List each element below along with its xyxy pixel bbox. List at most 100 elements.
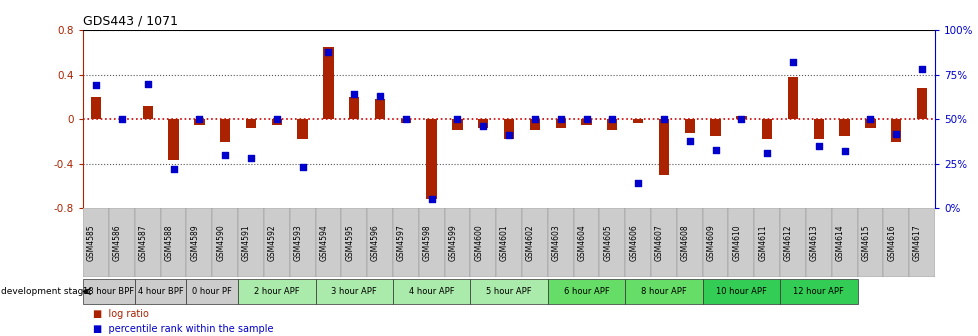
Text: GSM4598: GSM4598 — [422, 224, 431, 261]
Text: GSM4590: GSM4590 — [216, 224, 225, 261]
Text: 12 hour APF: 12 hour APF — [792, 287, 843, 296]
Bar — [375, 99, 384, 119]
Text: GSM4605: GSM4605 — [602, 224, 611, 261]
Bar — [890, 119, 901, 141]
Bar — [813, 119, 823, 139]
Bar — [710, 119, 720, 136]
Bar — [650, 208, 676, 277]
Text: GSM4616: GSM4616 — [886, 224, 895, 261]
Point — [578, 117, 594, 122]
Bar — [315, 208, 341, 277]
Text: GSM4602: GSM4602 — [525, 224, 534, 261]
Bar — [143, 106, 153, 119]
Point — [372, 93, 387, 99]
Point — [759, 151, 775, 156]
Bar — [477, 119, 488, 128]
Text: GSM4594: GSM4594 — [319, 224, 328, 261]
Text: GSM4601: GSM4601 — [500, 224, 509, 261]
Text: ■  log ratio: ■ log ratio — [93, 309, 149, 319]
Bar — [212, 208, 238, 277]
Bar — [426, 119, 436, 200]
Bar — [349, 97, 359, 119]
Text: GSM4591: GSM4591 — [242, 224, 250, 261]
Bar — [238, 208, 264, 277]
Bar — [496, 208, 521, 277]
Bar — [419, 208, 444, 277]
Text: 0 hour PF: 0 hour PF — [192, 287, 232, 296]
Bar — [400, 119, 411, 123]
Bar — [392, 279, 469, 304]
Bar — [341, 208, 367, 277]
Bar — [469, 279, 548, 304]
Bar — [238, 279, 315, 304]
Text: GSM4606: GSM4606 — [629, 224, 638, 261]
Text: GSM4609: GSM4609 — [706, 224, 715, 261]
Text: GSM4617: GSM4617 — [912, 224, 921, 261]
Bar — [220, 119, 230, 141]
Bar — [658, 119, 668, 175]
Text: ■  percentile rank within the sample: ■ percentile rank within the sample — [93, 324, 273, 334]
Point — [784, 59, 800, 65]
Text: GSM4610: GSM4610 — [732, 224, 740, 261]
Point — [88, 83, 104, 88]
Point — [682, 138, 697, 143]
Point — [165, 166, 181, 172]
Text: GSM4608: GSM4608 — [680, 224, 689, 261]
Bar — [805, 208, 831, 277]
Text: development stage: development stage — [1, 287, 89, 296]
Text: 5 hour APF: 5 hour APF — [486, 287, 531, 296]
Bar — [735, 116, 746, 119]
Text: GSM4611: GSM4611 — [757, 224, 767, 261]
Text: GSM4613: GSM4613 — [809, 224, 818, 261]
Text: GSM4604: GSM4604 — [577, 224, 586, 261]
Point — [836, 149, 852, 154]
Bar — [444, 208, 469, 277]
Bar — [728, 208, 753, 277]
Bar — [264, 208, 289, 277]
Bar — [83, 208, 109, 277]
Point — [733, 117, 748, 122]
Text: GSM4603: GSM4603 — [552, 224, 560, 261]
Bar — [606, 119, 617, 130]
Bar — [452, 119, 463, 130]
Bar — [838, 119, 849, 136]
Bar — [297, 119, 307, 139]
Text: GSM4607: GSM4607 — [654, 224, 663, 261]
Text: 18 hour BPF: 18 hour BPF — [83, 287, 134, 296]
Bar — [315, 279, 392, 304]
Text: GSM4585: GSM4585 — [87, 224, 96, 261]
Text: GDS443 / 1071: GDS443 / 1071 — [83, 15, 178, 28]
Bar — [909, 208, 934, 277]
Point — [423, 197, 439, 202]
Point — [553, 117, 568, 122]
Point — [475, 124, 491, 129]
Bar — [91, 97, 101, 119]
Bar — [323, 47, 333, 119]
Point — [655, 117, 671, 122]
Point — [449, 117, 465, 122]
Bar — [599, 208, 625, 277]
Text: GSM4596: GSM4596 — [371, 224, 379, 261]
Text: GSM4600: GSM4600 — [473, 224, 483, 261]
Text: GSM4595: GSM4595 — [345, 224, 354, 261]
Bar — [289, 208, 315, 277]
Text: 3 hour APF: 3 hour APF — [331, 287, 377, 296]
Text: 4 hour BPF: 4 hour BPF — [138, 287, 183, 296]
Point — [320, 49, 335, 54]
Bar — [676, 208, 702, 277]
Bar — [392, 208, 419, 277]
Bar — [581, 119, 591, 125]
Text: GSM4592: GSM4592 — [268, 224, 277, 261]
Point — [269, 117, 285, 122]
Bar — [194, 119, 204, 125]
Point — [887, 131, 903, 136]
Bar — [529, 119, 540, 130]
Bar — [83, 279, 135, 304]
Point — [526, 117, 542, 122]
Text: GSM4586: GSM4586 — [112, 224, 122, 261]
Bar — [761, 119, 772, 139]
Bar — [168, 119, 179, 161]
Bar — [555, 119, 565, 128]
Text: GSM4589: GSM4589 — [190, 224, 200, 261]
Text: GSM4599: GSM4599 — [448, 224, 457, 261]
